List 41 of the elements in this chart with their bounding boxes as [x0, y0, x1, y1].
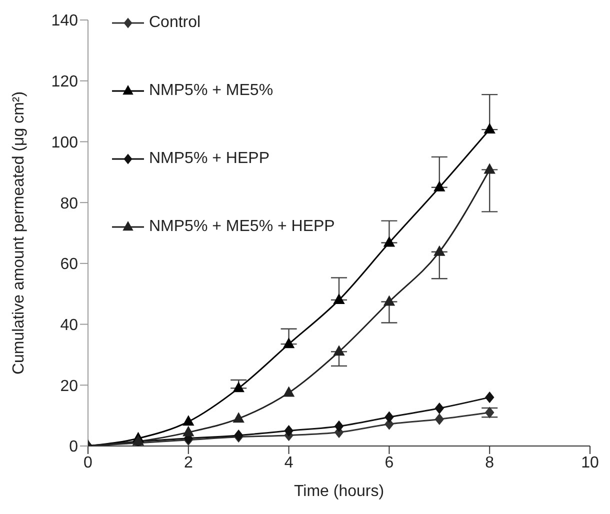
y-tick-label: 40: [60, 316, 78, 334]
legend-label: NMP5% + ME5% + HEPP: [149, 218, 335, 236]
point: [233, 382, 244, 392]
point: [384, 412, 394, 423]
point: [283, 386, 294, 397]
legend-label: NMP5% + ME5%: [149, 82, 274, 100]
y-tick-label: 20: [60, 378, 78, 395]
point: [334, 294, 344, 304]
point: [384, 236, 395, 247]
y-tick-label: 100: [51, 134, 78, 152]
point: [182, 416, 194, 426]
point: [334, 420, 344, 432]
point: [233, 412, 244, 423]
point: [283, 338, 294, 348]
point: [485, 407, 494, 418]
y-tick-label: 60: [60, 256, 78, 274]
point: [434, 402, 444, 414]
x-tick-label: 6: [384, 454, 394, 472]
legend-label: NMP5% + HEPP: [149, 150, 270, 168]
point: [384, 296, 395, 306]
point: [434, 246, 445, 256]
point: [484, 164, 496, 174]
x-axis-title: Time (hours): [294, 483, 384, 500]
y-tick-label: 0: [69, 438, 78, 456]
point: [485, 392, 494, 403]
x-tick-label: 10: [581, 454, 599, 472]
point: [434, 414, 444, 425]
x-tick-label: 2: [184, 454, 193, 472]
x-tick-label: 8: [485, 454, 494, 472]
legend-label: Control: [149, 14, 201, 32]
point: [484, 124, 496, 134]
x-tick-label: 4: [284, 454, 294, 472]
y-axis-title: Cumulative amount permeated (μg cm²): [10, 91, 28, 375]
point: [284, 425, 294, 436]
point: [334, 346, 344, 356]
point: [182, 426, 194, 436]
x-tick-label: 0: [84, 454, 93, 472]
y-tick-label: 140: [51, 12, 78, 30]
y-tick-label: 120: [51, 74, 78, 91]
y-tick-label: 80: [60, 195, 78, 212]
point: [434, 181, 445, 192]
